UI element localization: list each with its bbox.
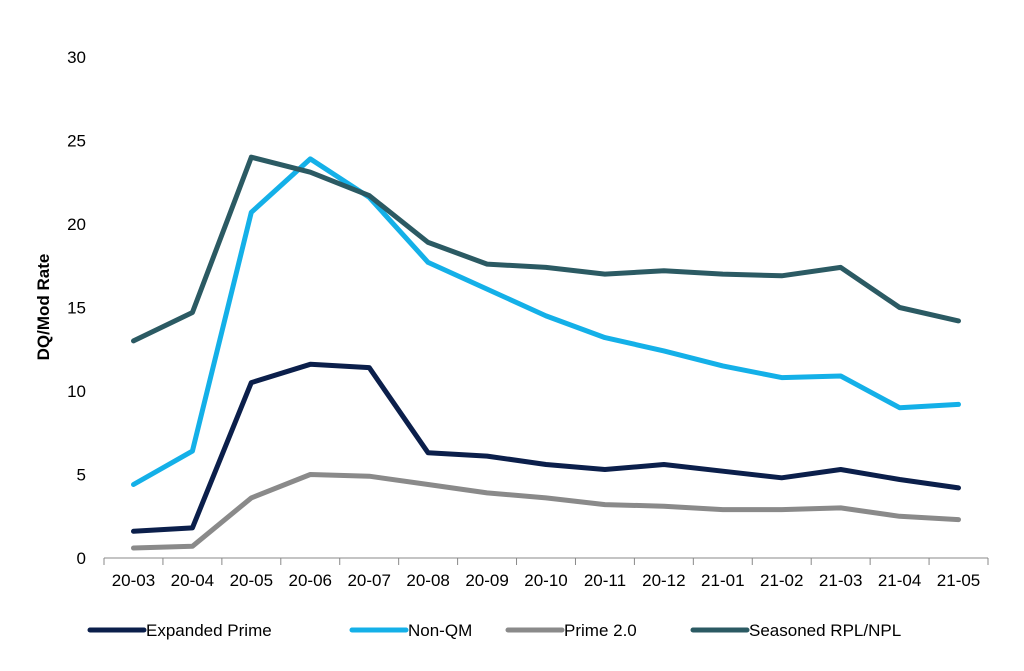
x-tick-label: 21-03	[819, 571, 862, 590]
y-tick-label: 10	[67, 382, 86, 401]
y-tick-label: 20	[67, 215, 86, 234]
series-line-prime-2-0	[131, 472, 961, 551]
y-axis: 0 5 10 15 20 25 30	[67, 48, 86, 568]
legend-label: Prime 2.0	[564, 621, 637, 640]
legend-label: Non-QM	[408, 621, 472, 640]
x-tick-label: 20-04	[171, 571, 214, 590]
x-tick-label: 21-02	[760, 571, 803, 590]
x-tick-label: 20-06	[289, 571, 332, 590]
x-axis: 20-03 20-04 20-05 20-06 20-07 20-08 20-09 20-10…	[103, 557, 989, 590]
y-tick-label: 25	[67, 132, 86, 151]
x-tick-label: 20-11	[584, 571, 626, 590]
x-tick-label: 21-01	[701, 571, 744, 590]
x-tick-label: 20-05	[230, 571, 273, 590]
x-tick-label: 20-08	[406, 571, 449, 590]
legend-label: Seasoned RPL/NPL	[749, 621, 901, 640]
series-layer	[131, 154, 961, 551]
y-tick-label: 5	[77, 466, 86, 485]
series-line-seasoned-rpl-npl	[131, 154, 961, 344]
x-tick-label: 20-09	[465, 571, 508, 590]
x-tick-label: 20-10	[524, 571, 567, 590]
x-tick-label: 21-05	[937, 571, 980, 590]
legend-label: Expanded Prime	[146, 621, 272, 640]
y-tick-label: 0	[77, 549, 86, 568]
y-tick-label: 15	[67, 299, 86, 318]
series-line-non-qm	[131, 156, 961, 487]
x-tick-label: 21-04	[878, 571, 921, 590]
legend: Expanded Prime Non-QM Prime 2.0 Seasoned RP…	[87, 621, 901, 640]
x-tick-label: 20-03	[112, 571, 155, 590]
series-line-expanded-prime	[131, 361, 961, 534]
y-tick-label: 30	[67, 48, 86, 67]
x-tick-label: 20-12	[642, 571, 685, 590]
y-axis-title: DQ/Mod Rate	[34, 254, 53, 361]
x-tick-label: 20-07	[347, 571, 390, 590]
